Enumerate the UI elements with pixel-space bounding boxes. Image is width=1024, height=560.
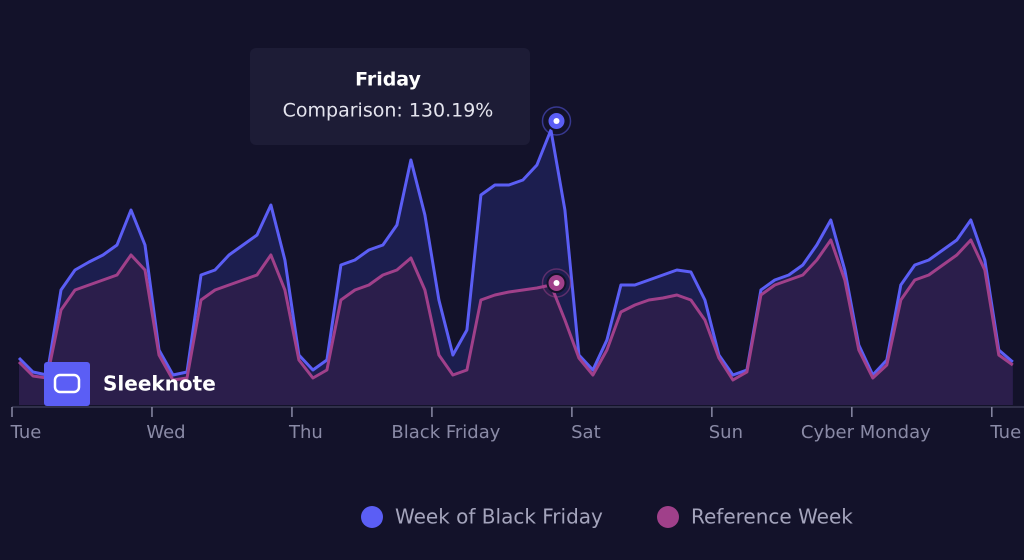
x-tick-label: Tue — [10, 422, 42, 443]
brand-name: Sleeknote — [103, 372, 216, 396]
brand-icon — [53, 373, 81, 394]
highlight-dot — [553, 118, 560, 124]
series-area — [18, 240, 1013, 405]
legend-label: Reference Week — [691, 505, 853, 529]
x-tick-label: Sun — [709, 422, 743, 443]
x-tick-label: Sat — [571, 422, 601, 443]
series-line — [17, 238, 1014, 382]
legend-label: Week of Black Friday — [395, 505, 603, 529]
series-line — [17, 128, 1014, 377]
tooltip-title: Friday — [355, 69, 421, 91]
x-tick-label: Cyber Monday — [801, 422, 931, 443]
tooltip: Friday Comparison: 130.19% — [250, 48, 530, 145]
highlight-dot — [553, 280, 560, 286]
tooltip-box — [250, 48, 530, 145]
legend-swatch — [361, 506, 383, 528]
brand: Sleeknote — [44, 362, 216, 406]
tooltip-text: Comparison: 130.19% — [283, 100, 494, 122]
highlight-ring — [541, 106, 572, 136]
legend-swatch — [657, 506, 679, 528]
brand-logo — [44, 362, 90, 406]
x-tick-label: Black Friday — [391, 422, 500, 443]
highlight-ring — [541, 268, 572, 298]
plot: Tue Wed Thu Black Friday Sat Sun Cyber Monday T… — [10, 106, 1024, 529]
x-tick-label: Wed — [146, 422, 185, 443]
x-tick-label: Tue — [989, 422, 1021, 443]
x-tick-label: Thu — [288, 422, 323, 443]
